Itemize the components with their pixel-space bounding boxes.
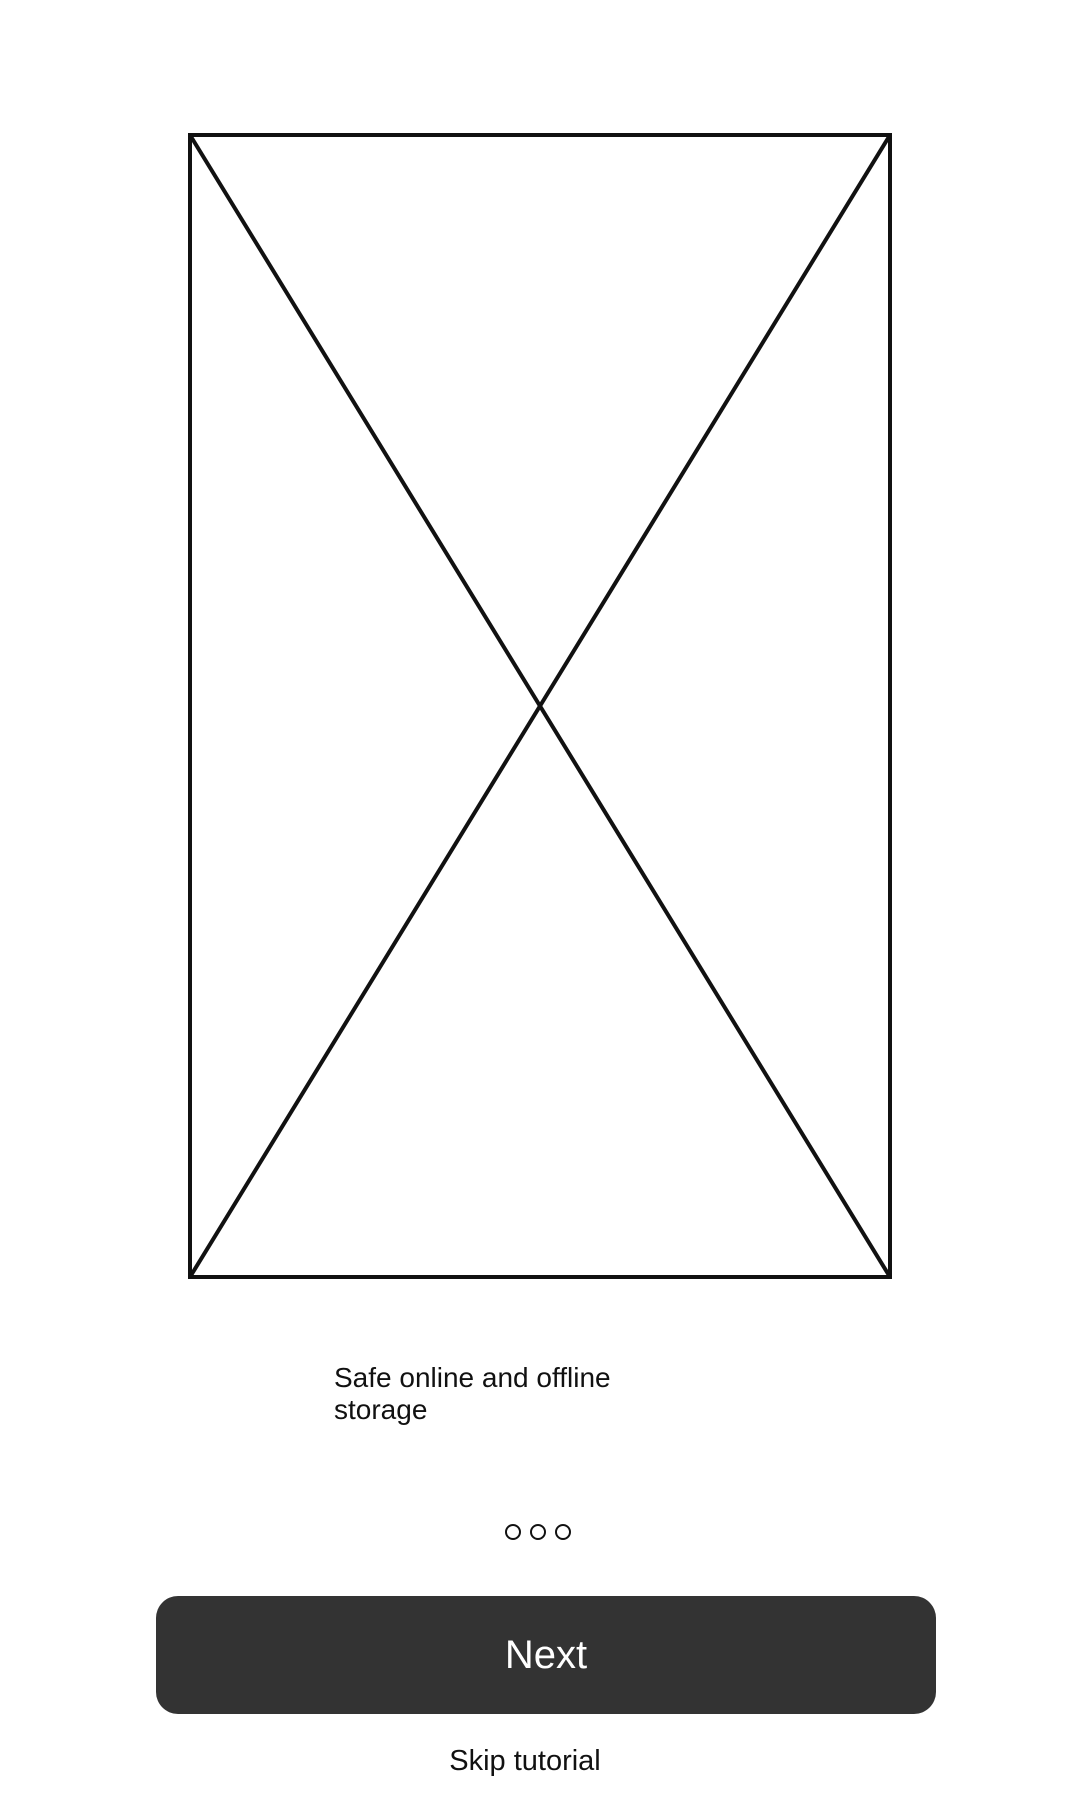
- page-indicator: [505, 1524, 571, 1540]
- pager-dot-1[interactable]: [505, 1524, 521, 1540]
- hero-image-placeholder: [188, 133, 892, 1279]
- pager-dot-2[interactable]: [530, 1524, 546, 1540]
- onboarding-caption: Safe online and offline storage: [334, 1362, 611, 1425]
- pager-dot-3[interactable]: [555, 1524, 571, 1540]
- skip-tutorial-link[interactable]: Skip tutorial: [449, 1745, 601, 1777]
- next-button[interactable]: Next: [156, 1596, 936, 1714]
- image-placeholder-icon: [188, 133, 892, 1279]
